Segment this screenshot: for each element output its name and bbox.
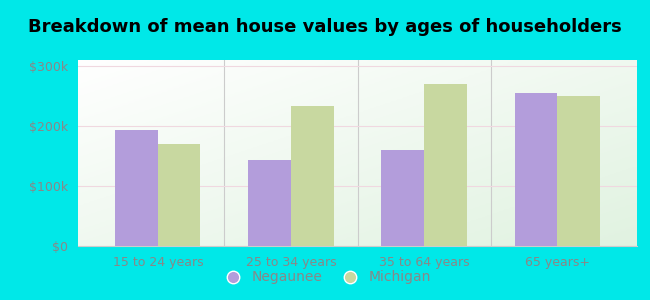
Legend: Negaunee, Michigan: Negaunee, Michigan <box>214 265 436 290</box>
Bar <box>515 93 557 246</box>
Bar <box>248 160 291 246</box>
Bar <box>158 144 200 246</box>
Bar <box>557 96 600 246</box>
Text: Breakdown of mean house values by ages of householders: Breakdown of mean house values by ages o… <box>28 18 622 36</box>
Bar <box>424 84 467 246</box>
Bar <box>115 130 158 246</box>
Bar <box>291 106 333 246</box>
Bar <box>382 150 424 246</box>
